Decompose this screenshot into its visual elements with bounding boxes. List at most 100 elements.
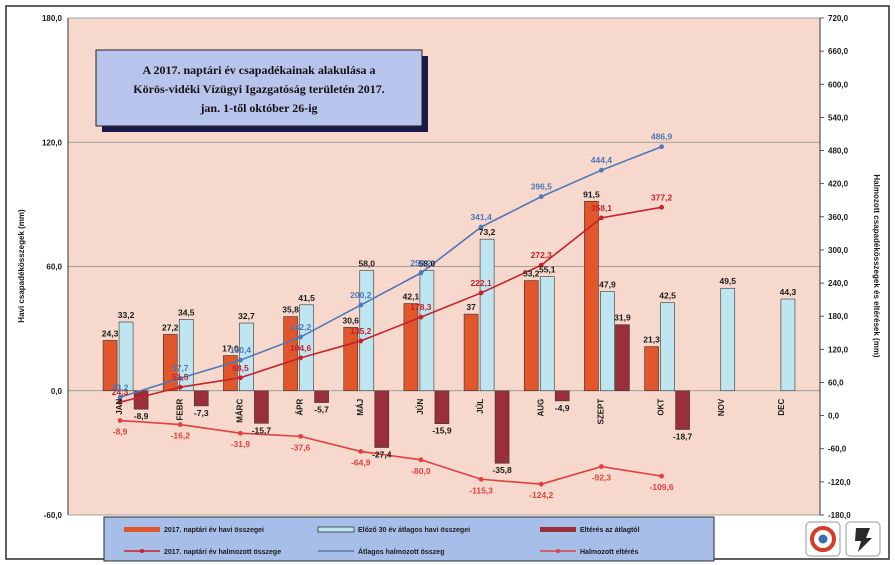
category-label: MÁRC: [235, 399, 244, 423]
line-label-5-6: -115,3: [469, 485, 493, 495]
bar-0-7: [523, 280, 539, 392]
line-point-5-0: [117, 418, 123, 423]
bar-2-9: [675, 390, 690, 430]
bar-2-1: [193, 390, 209, 407]
bar-label-2-8: 31,9: [614, 313, 631, 323]
legend-label-cumulative-deviation: Halmozott eltérés: [580, 549, 638, 556]
bar-label-1-9: 42,5: [659, 291, 676, 301]
bar-1-3: [299, 304, 314, 392]
y2-tick-label: -180,0: [828, 511, 851, 520]
legend-swatch-deviation: [540, 527, 576, 532]
bar-label-0-2: 17,0: [222, 344, 239, 354]
line-label-5-4: -64,9: [351, 457, 371, 467]
bar-2-0: [133, 390, 149, 410]
line-point-4-5: [418, 270, 424, 276]
bar-0-3: [283, 316, 298, 392]
bar-label-1-11: 44,3: [780, 287, 797, 297]
y2-tick-label: 480,0: [828, 147, 849, 156]
bar-label-0-9: 21,3: [643, 335, 660, 345]
category-label: ÁPR: [296, 399, 305, 416]
bar-0-4: [343, 327, 359, 392]
legend-marker-cumulative-2017: [140, 549, 144, 553]
category-label: DEC: [777, 399, 786, 416]
line-label-3-7: 272,3: [531, 250, 553, 260]
line-point-5-6: [478, 476, 484, 482]
line-label-4-3: 142,2: [290, 322, 312, 332]
bar-label-0-6: 37: [466, 302, 476, 312]
line-point-5-8: [599, 464, 604, 469]
bar-0-0: [102, 340, 118, 392]
line-point-4-3: [298, 334, 303, 340]
line-point-3-5: [418, 314, 424, 320]
chart-title-line-3: jan. 1-től október 26-ig: [199, 101, 317, 115]
legend-label-monthly-2017: 2017. naptári év havi összegei: [164, 527, 264, 534]
bar-2-5: [434, 390, 450, 424]
bar-2-8: [615, 324, 630, 392]
line-label-3-3: 104,6: [290, 343, 312, 353]
category-label: FEBR: [175, 399, 184, 421]
bar-label-1-8: 47,9: [599, 280, 616, 290]
category-label: MÁJ: [356, 399, 365, 416]
legend: 2017. naptári év havi összegei Előző 30 …: [103, 516, 715, 562]
bar-label-2-7: -4,9: [555, 403, 570, 413]
bar-label-0-5: 42,1: [403, 292, 420, 302]
bar-label-0-0: 24,3: [102, 328, 119, 338]
bar-label-2-4: -27,4: [372, 449, 392, 459]
bar-1-2: [239, 322, 254, 392]
bar-0-2: [223, 355, 238, 392]
bar-1-1: [178, 319, 194, 392]
line-point-5-9: [659, 473, 664, 479]
line-point-3-1: [177, 384, 183, 390]
bar-2-7: [554, 390, 570, 402]
bar-label-1-7: 55,1: [539, 265, 556, 275]
legend-swatch-average-monthly: [317, 526, 355, 533]
bar-2-4: [374, 390, 390, 448]
legend-item-deviation: Eltérés az átlagtól: [540, 527, 640, 534]
line-label-3-0: 24,3: [112, 387, 129, 397]
category-label: JÚL: [476, 399, 485, 414]
bar-label-1-6: 73,2: [479, 227, 496, 237]
line-point-3-9: [659, 204, 664, 210]
line-series-5: [120, 419, 662, 485]
category-label: AUG: [536, 399, 545, 417]
line-point-5-4: [358, 449, 364, 454]
line-label-4-6: 341,4: [470, 212, 492, 222]
bar-label-1-10: 49,5: [719, 276, 736, 286]
legend-label-cumulative-2017: 2017. naptári év halmozott összege: [164, 549, 281, 556]
y2-tick-label: 420,0: [828, 180, 849, 189]
left-axis: -60,0 0,0 60,0 120,0 180,0: [42, 14, 69, 520]
line-point-5-7: [538, 481, 544, 487]
bar-1-9: [660, 302, 675, 392]
bar-1-6: [479, 238, 495, 392]
legend-swatch-monthly-2017: [124, 527, 160, 532]
bar-1-11: [780, 298, 796, 392]
line-label-4-8: 444,4: [591, 155, 613, 165]
line-series-4: [119, 145, 662, 399]
y-tick-label: 0,0: [51, 387, 63, 396]
y2-tick-label: 300,0: [828, 246, 849, 255]
line-point-5-5: [418, 457, 424, 463]
y2-tick-label: 0,0: [828, 412, 840, 421]
line-point-5-2: [238, 430, 243, 436]
bar-label-1-5: 58,0: [419, 259, 436, 269]
legend-item-cumulative-deviation: Halmozott eltérés: [540, 549, 638, 556]
bar-1-0: [118, 321, 134, 392]
line-label-4-7: 396,5: [531, 182, 553, 192]
category-label: JAN: [115, 399, 124, 415]
bar-0-9: [644, 346, 659, 392]
bar-0-5: [403, 303, 419, 392]
title-box: A 2017. naptári év csapadékainak alakulá…: [95, 49, 428, 132]
y2-tick-label: 240,0: [828, 279, 849, 288]
line-label-5-9: -109,6: [650, 482, 674, 492]
line-series: [117, 144, 664, 487]
legend-label-average-cumulative: Átlagos halmozott összeg: [358, 547, 444, 556]
bar-0-1: [162, 334, 178, 392]
title-box-bg: [95, 49, 423, 127]
bar-label-0-4: 30,6: [342, 315, 359, 325]
legend-item-cumulative-2017: 2017. naptári év halmozott összege: [124, 549, 281, 556]
y2-tick-label: 180,0: [828, 312, 849, 321]
bar-2-2: [254, 390, 269, 424]
line-label-5-7: -124,2: [529, 490, 553, 500]
line-label-3-5: 178,3: [410, 302, 432, 312]
line-point-5-1: [177, 422, 183, 427]
